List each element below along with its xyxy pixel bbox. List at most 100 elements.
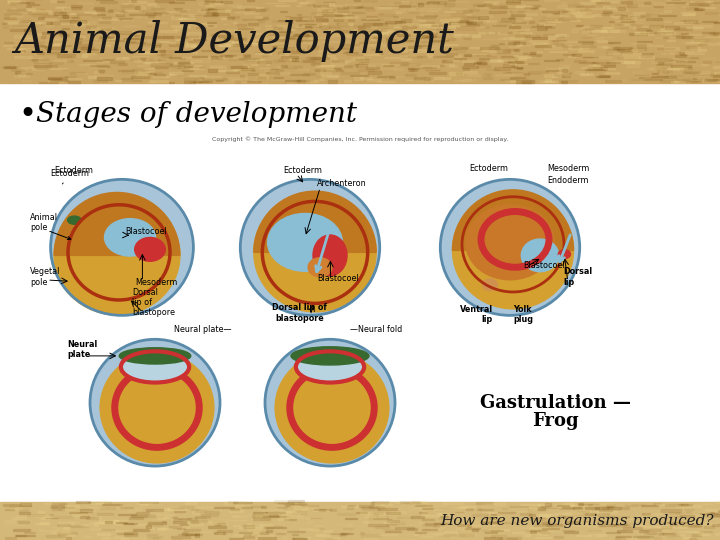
Bar [477, 65, 490, 67]
Bar [71, 526, 88, 527]
Bar [453, 79, 464, 82]
Bar [368, 42, 382, 44]
Bar [135, 72, 150, 74]
Bar [408, 68, 419, 69]
Bar [334, 19, 343, 21]
Text: Ectoderm: Ectoderm [469, 164, 508, 173]
Bar [614, 24, 624, 25]
Bar [239, 532, 251, 533]
Bar [4, 17, 16, 19]
Bar [158, 529, 172, 530]
Bar [464, 63, 474, 65]
Bar [477, 32, 485, 34]
Bar [611, 61, 629, 63]
Bar [48, 80, 63, 82]
Bar [62, 8, 71, 10]
Bar [316, 13, 323, 15]
Bar [169, 526, 181, 528]
Bar [684, 78, 696, 79]
Bar [423, 35, 436, 37]
Bar [143, 43, 158, 45]
Bar [131, 59, 138, 60]
Bar [329, 25, 349, 27]
Bar [470, 46, 488, 48]
Bar [646, 516, 652, 518]
Bar [526, 517, 541, 519]
Bar [415, 505, 431, 507]
Bar [120, 538, 129, 539]
Bar [419, 19, 425, 22]
Bar [228, 77, 247, 79]
Text: Endoderm: Endoderm [547, 176, 589, 185]
Bar [436, 512, 441, 514]
Bar [96, 77, 112, 80]
Bar [10, 15, 17, 18]
Bar [665, 32, 675, 33]
Bar [45, 502, 59, 504]
Bar [461, 33, 480, 35]
Text: Mesoderm: Mesoderm [135, 278, 178, 287]
Bar [316, 19, 328, 21]
Bar [178, 62, 190, 64]
Bar [642, 513, 650, 515]
Bar [540, 521, 551, 522]
Bar [687, 27, 702, 29]
Bar [12, 517, 26, 519]
Bar [211, 59, 217, 60]
Bar [303, 60, 320, 62]
Bar [583, 522, 594, 524]
Bar [198, 9, 210, 12]
Bar [134, 4, 144, 5]
Bar [672, 66, 687, 68]
Bar [305, 521, 312, 523]
Bar [173, 29, 183, 31]
Bar [678, 36, 683, 37]
Bar [100, 507, 115, 509]
Bar [330, 509, 336, 511]
Bar [314, 509, 331, 510]
Bar [679, 52, 684, 54]
Bar [526, 33, 536, 36]
Bar [426, 523, 443, 525]
Bar [554, 536, 563, 538]
Bar [50, 0, 56, 2]
Bar [588, 30, 606, 31]
Bar [660, 33, 672, 35]
Bar [570, 20, 580, 21]
Bar [539, 504, 546, 505]
Bar [159, 40, 168, 42]
Bar [102, 504, 122, 505]
Bar [394, 2, 410, 3]
Bar [346, 53, 364, 55]
Bar [506, 2, 521, 4]
Bar [489, 6, 507, 8]
Bar [82, 534, 88, 535]
Bar [142, 10, 156, 11]
Bar [503, 61, 512, 62]
Bar [274, 39, 284, 41]
Bar [190, 68, 204, 69]
Bar [523, 14, 537, 15]
Bar [243, 534, 250, 535]
Bar [653, 503, 661, 504]
Bar [559, 40, 577, 43]
Bar [94, 80, 107, 82]
Bar [116, 64, 126, 65]
Bar [605, 80, 621, 82]
Bar [145, 71, 154, 72]
Bar [70, 72, 85, 74]
Bar [232, 40, 244, 43]
Bar [456, 72, 462, 75]
Bar [363, 521, 369, 523]
Bar [168, 82, 174, 83]
Bar [590, 8, 603, 9]
Bar [79, 516, 89, 518]
Bar [374, 512, 382, 514]
Bar [485, 73, 490, 75]
Bar [336, 18, 343, 20]
Bar [110, 61, 124, 63]
Bar [153, 13, 166, 14]
Bar [701, 512, 706, 513]
Bar [556, 59, 563, 60]
Bar [528, 63, 539, 64]
